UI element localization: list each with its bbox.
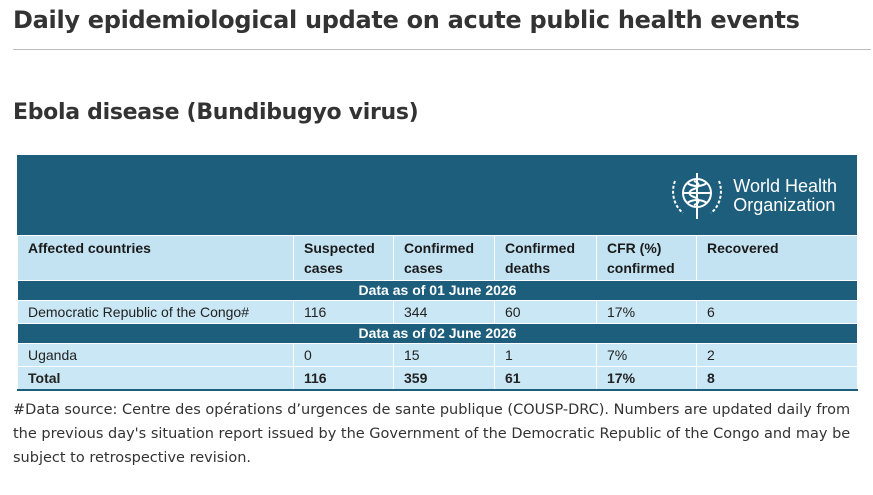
data-row: Democratic Republic of the Congo# 116 344 6…: [17, 300, 858, 324]
column-header: Confirmed deaths: [494, 235, 597, 281]
section-title: Ebola disease (Bundibugyo virus): [13, 100, 419, 125]
total-cell: 116: [293, 366, 394, 391]
total-label: Total: [17, 366, 294, 391]
table-body: Data as of 01 June 2026 Democratic Republ…: [17, 280, 858, 391]
total-cell: 359: [393, 366, 495, 391]
divider: [13, 49, 871, 50]
group-row: Data as of 02 June 2026: [17, 323, 858, 344]
country-cell: Uganda: [17, 343, 294, 367]
group-label: Data as of 01 June 2026: [17, 280, 858, 301]
data-row: Uganda 0 15 1 7% 2: [17, 343, 858, 367]
who-logo: World Health Organization: [667, 167, 837, 225]
header-row: Affected countries Suspected cases Confirm…: [17, 235, 858, 281]
logo-line: World Health: [733, 176, 837, 196]
table-block: World Health Organization Affected count…: [17, 155, 858, 391]
data-table: Affected countries Suspected cases Confirm…: [17, 235, 858, 391]
group-label: Data as of 02 June 2026: [17, 323, 858, 344]
cell: 344: [393, 300, 495, 324]
cell: 2: [696, 343, 858, 367]
cell: 6: [696, 300, 858, 324]
total-cell: 8: [696, 366, 858, 391]
banner: World Health Organization: [17, 155, 857, 235]
cell: 1: [494, 343, 597, 367]
total-cell: 17%: [596, 366, 697, 391]
cell: 17%: [596, 300, 697, 324]
logo-text: World Health Organization: [733, 177, 837, 215]
cell: 0: [293, 343, 394, 367]
total-row: Total 116 359 61 17% 8: [17, 366, 858, 391]
country-cell: Democratic Republic of the Congo#: [17, 300, 294, 324]
total-cell: 61: [494, 366, 597, 391]
column-header: Recovered: [696, 235, 858, 281]
column-header: CFR (%) confirmed: [596, 235, 697, 281]
cell: 15: [393, 343, 495, 367]
cell: 116: [293, 300, 394, 324]
column-header: Confirmed cases: [393, 235, 495, 281]
column-header: Suspected cases: [293, 235, 394, 281]
page-title: Daily epidemiological update on acute pu…: [13, 6, 800, 34]
column-header: Affected countries: [17, 235, 294, 281]
who-emblem: [672, 173, 723, 219]
group-row: Data as of 01 June 2026: [17, 280, 858, 301]
logo-line: Organization: [733, 195, 836, 215]
cell: 60: [494, 300, 597, 324]
cell: 7%: [596, 343, 697, 367]
footnote: #Data source: Centre des opérations d’ur…: [13, 402, 851, 466]
